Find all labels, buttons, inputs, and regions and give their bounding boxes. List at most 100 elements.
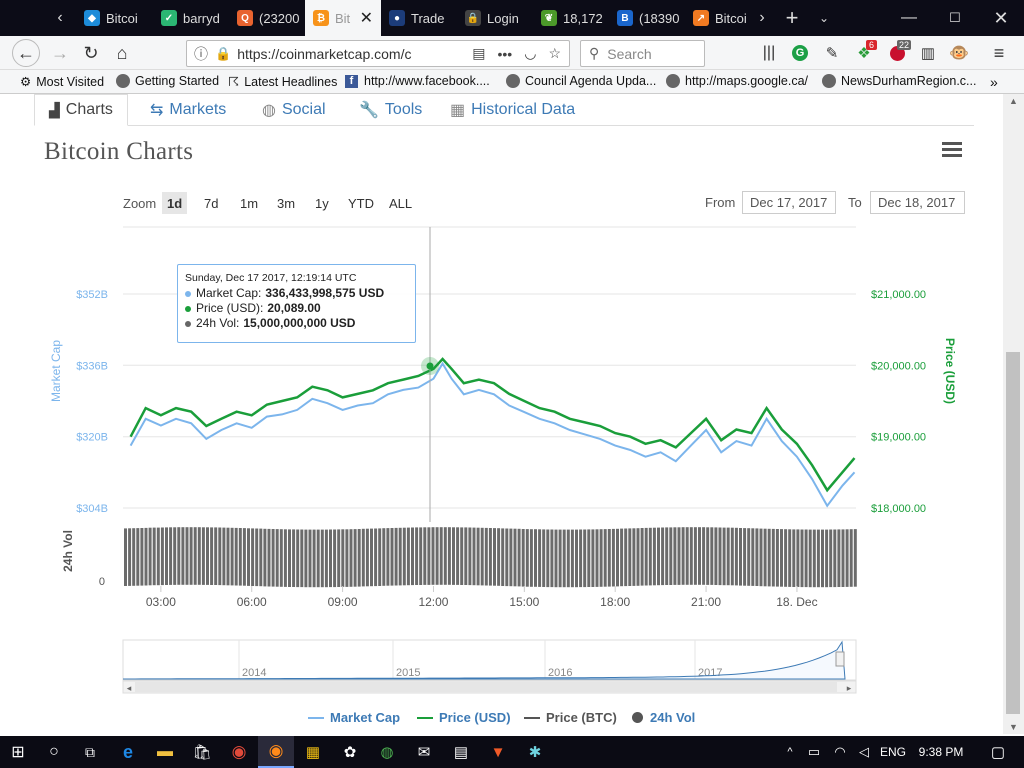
extension-green-icon[interactable]: ❖ 6: [850, 40, 878, 66]
battery-icon[interactable]: ▭: [807, 744, 821, 759]
chart-context-menu-icon[interactable]: [942, 142, 962, 158]
sidebar-icon[interactable]: ▥: [920, 45, 936, 62]
volume-bar: [796, 529, 800, 587]
volume-bar: [484, 527, 488, 586]
wifi-icon[interactable]: ◠: [834, 744, 846, 759]
tab-markets[interactable]: ⇆ Markets: [150, 101, 227, 119]
calculator-grid-icon[interactable]: ▦: [305, 744, 321, 761]
bookmark-council-agenda[interactable]: Council Agenda Upda...: [506, 74, 656, 88]
volume-bar: [201, 527, 205, 585]
price-chart[interactable]: $352B $336B $320B $304B $21,000.00 $20,000.0…: [0, 94, 1003, 714]
reader-view-icon[interactable]: ▤: [472, 45, 486, 61]
bookmark-star-icon[interactable]: ☆: [548, 45, 561, 61]
store-icon[interactable]: 🛍: [192, 744, 212, 761]
brave-icon[interactable]: ▼: [490, 743, 506, 761]
task-view-icon[interactable]: ⧉: [85, 743, 95, 760]
info-icon[interactable]: ⓘ: [194, 45, 208, 62]
pocket-icon[interactable]: ◡: [524, 45, 537, 61]
adblock-icon[interactable]: 22: [883, 40, 912, 66]
legend-price-btc[interactable]: Price (BTC): [524, 710, 617, 725]
volume-icon[interactable]: ◁: [859, 744, 869, 759]
scrollbar-right-arrow[interactable]: ▸: [847, 683, 852, 693]
scroll-down-arrow[interactable]: ▼: [1009, 722, 1018, 732]
grammarly-icon[interactable]: G: [792, 45, 808, 61]
zoom-1m-button[interactable]: 1m: [240, 195, 259, 211]
browser-tab[interactable]: ◆ Bitcoi: [76, 0, 153, 36]
language-indicator[interactable]: ENG: [879, 745, 906, 759]
browser-tab[interactable]: ✓ barryd: [153, 0, 229, 36]
browser-tab[interactable]: Q (23200: [229, 0, 305, 36]
forward-button[interactable]: →: [51, 42, 69, 63]
browser-tab[interactable]: ● Trade: [381, 0, 457, 36]
tab-historical-data[interactable]: ▦ Historical Data: [450, 101, 576, 119]
page-actions-icon[interactable]: •••: [497, 45, 513, 62]
library-icon[interactable]: |||: [762, 44, 776, 61]
browser-tab[interactable]: ❦ 18,172: [533, 0, 609, 36]
clock[interactable]: 9:38 PM: [918, 745, 964, 759]
app-icon-1[interactable]: ✿: [343, 744, 357, 761]
zoom-3m-button[interactable]: 3m: [277, 195, 296, 211]
tab-social[interactable]: ◍ Social: [262, 101, 326, 119]
scroll-tabs-left-icon[interactable]: ‹: [57, 9, 63, 26]
bookmark-news-durham[interactable]: NewsDurhamRegion.c...: [822, 74, 976, 88]
legend-market-cap[interactable]: Market Cap: [308, 710, 400, 725]
zoom-1d-button[interactable]: 1d: [162, 192, 188, 214]
firefox-icon[interactable]: ◉: [258, 736, 294, 768]
tab-charts[interactable]: ▟ Charts: [34, 94, 128, 126]
zoom-7d-button[interactable]: 7d: [204, 195, 219, 211]
legend-price-usd[interactable]: Price (USD): [417, 710, 511, 725]
scrollbar-left-arrow[interactable]: ◂: [127, 683, 132, 693]
scroll-tabs-right-icon[interactable]: ›: [759, 9, 765, 26]
app-icon-2[interactable]: ◍: [380, 744, 394, 761]
menu-hamburger-icon[interactable]: ≡: [993, 42, 1005, 63]
mail-icon[interactable]: ✉: [417, 744, 431, 761]
maximize-button[interactable]: ☐: [949, 10, 961, 25]
monkey-extension-icon[interactable]: 🐵: [949, 45, 969, 62]
cortana-search-icon[interactable]: ○: [49, 743, 59, 760]
tab-tools[interactable]: 🔧 Tools: [359, 101, 423, 119]
tray-overflow-icon[interactable]: ^: [787, 746, 793, 758]
browser-tab[interactable]: ₿ Bit ✕: [305, 0, 381, 36]
edge-icon[interactable]: e: [122, 741, 133, 762]
new-tab-button[interactable]: +: [785, 5, 799, 30]
home-button[interactable]: ⌂: [116, 42, 128, 63]
volume-bar: [599, 529, 603, 587]
windows-start-icon[interactable]: ⊞: [11, 744, 25, 761]
browser-tab[interactable]: 🔒 Login: [457, 0, 533, 36]
browser-tab[interactable]: B (18390: [609, 0, 685, 36]
zoom-all-button[interactable]: ALL: [389, 195, 413, 211]
bookmark-google-maps[interactable]: http://maps.google.ca/: [666, 74, 808, 88]
url-bar[interactable]: ⓘ 🔒 https://coinmarketcap.com/c ▤ ••• ◡ …: [186, 40, 570, 67]
navigator-handle[interactable]: [835, 651, 845, 667]
chrome-icon[interactable]: ◉: [231, 742, 247, 761]
bookmark-latest-headlines[interactable]: ☈ Latest Headlines: [228, 74, 338, 90]
scroll-up-arrow[interactable]: ▲: [1009, 96, 1018, 106]
list-all-tabs-icon[interactable]: ⌄: [818, 11, 830, 25]
minimize-button[interactable]: —: [901, 9, 917, 26]
close-window-button[interactable]: ✕: [993, 7, 1009, 28]
bookmark-getting-started[interactable]: Getting Started: [116, 74, 219, 88]
search-input[interactable]: ⚲ Search: [580, 40, 705, 67]
back-button[interactable]: ←: [12, 39, 40, 67]
bookmarks-overflow-icon[interactable]: »: [990, 74, 998, 90]
eyedropper-icon[interactable]: ✎: [825, 45, 839, 62]
to-date-input[interactable]: Dec 18, 2017: [870, 191, 965, 214]
bookmark-facebook[interactable]: f http://www.facebook....: [345, 74, 490, 88]
browser-tab[interactable]: ↗ Bitcoi: [685, 0, 749, 36]
page-scrollbar[interactable]: ▲ ▼: [1003, 94, 1024, 734]
reload-button[interactable]: ↻: [83, 42, 99, 63]
zoom-ytd-button[interactable]: YTD: [348, 195, 374, 211]
url-text[interactable]: https://coinmarketcap.com/c: [237, 45, 412, 62]
app-icon-3[interactable]: ✱: [528, 744, 542, 761]
close-tab-icon[interactable]: ✕: [359, 10, 373, 27]
from-date-input[interactable]: Dec 17, 2017: [742, 191, 836, 214]
navigator-scrollbar-thumb[interactable]: [135, 682, 837, 692]
calculator-icon[interactable]: ▤: [453, 744, 469, 761]
file-explorer-icon[interactable]: ▬: [157, 743, 173, 760]
zoom-1y-button[interactable]: 1y: [315, 195, 329, 211]
legend-24h-vol[interactable]: 24h Vol: [632, 710, 695, 725]
navigator[interactable]: [122, 639, 857, 681]
bookmark-most-visited[interactable]: ⚙ Most Visited: [20, 74, 105, 90]
scrollbar-thumb[interactable]: [1006, 352, 1020, 714]
action-center-icon[interactable]: ▢: [990, 744, 1006, 761]
